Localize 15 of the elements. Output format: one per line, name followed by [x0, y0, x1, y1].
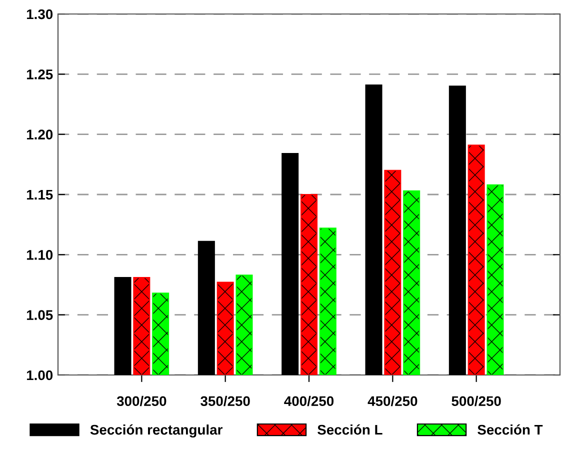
- y-tick-label: 1.20: [26, 130, 53, 140]
- x-tick-label: 350/250: [200, 396, 250, 406]
- y-tick-label: 1.30: [26, 9, 53, 20]
- y-tick-label: 1.00: [26, 370, 53, 380]
- legend-label: Sección rectangular: [90, 424, 222, 438]
- y-tick-label: 1.15: [26, 190, 53, 200]
- legend-label: Sección L: [318, 424, 382, 435]
- legend-label: Sección T: [478, 424, 543, 435]
- x-tick-label: 450/250: [368, 396, 418, 406]
- x-tick-label: 500/250: [452, 396, 501, 406]
- y-tick-label: 1.25: [26, 70, 53, 80]
- x-tick-label: 400/250: [284, 396, 334, 406]
- y-tick-label: 1.05: [26, 310, 53, 320]
- y-tick-label: 1.10: [26, 250, 53, 260]
- x-tick-label: 300/250: [116, 396, 166, 406]
